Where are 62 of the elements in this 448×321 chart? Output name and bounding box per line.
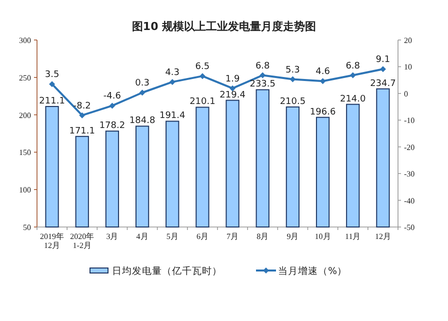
x-tick-label: 7月 [226,232,239,241]
y2-tick-label: 20 [404,36,412,45]
y2-tick-label: 10 [404,62,412,72]
point [139,90,146,96]
y-tick-label: 300 [19,36,31,45]
data-label: 3.5 [44,70,60,80]
y2-tick-label: -10 [404,116,415,126]
data-label: 191.4 [159,111,186,122]
data-label: 211.1 [39,96,65,106]
y-tick-label: 50 [23,223,31,232]
point [109,102,116,109]
data-label: 6.8 [346,61,360,72]
chart-title: 图10 规模以上工业发电量月度走势图 [132,20,316,33]
y-tick-label: 250 [19,73,31,82]
point [380,66,386,72]
point [350,72,356,78]
data-label: 214.0 [340,94,366,104]
data-label: 6.5 [195,62,210,72]
x-tick-label: 11月 [345,232,361,241]
data-label: 0.3 [135,78,150,89]
data-label: 233.5 [250,80,276,90]
y2-tick-label: -20 [404,142,415,152]
legend-label: 当月增速（%） [278,265,348,277]
data-label: 219.4 [220,90,246,100]
y2-tick-label: -40 [404,196,415,206]
point [79,112,86,118]
data-label: 234.7 [370,78,396,89]
x-tick-label: 5月 [166,232,178,241]
data-label: 178.2 [99,121,126,132]
x-tick-label: 4月 [136,232,148,241]
y2-tick-label: -30 [404,170,415,179]
y-tick-label: 150 [19,148,31,158]
data-label: 210.1 [190,97,216,108]
legend-label: 日均发电量（亿千瓦时） [112,265,222,277]
data-label: -8.2 [73,101,91,112]
x-tick-label: 12月 [374,232,391,241]
data-label: 1.9 [225,74,240,84]
y2-tick-label: -50 [404,223,415,232]
point [49,81,56,88]
data-label: 196.6 [310,107,336,118]
x-tick-label: 10月 [314,232,331,241]
y2-tick-label: 0 [404,89,408,98]
data-label: 4.3 [165,68,180,78]
point [260,72,266,78]
x-tick-label: 6月 [196,232,208,241]
x-tick-label: 3月 [106,232,118,241]
x-tick-label: 9月 [286,232,299,241]
data-label: 9.1 [376,55,390,66]
data-label: 6.8 [255,61,270,72]
x-tick-label: 2020年 1-2月 [70,232,94,250]
data-label: 210.5 [280,96,306,107]
x-tick-label: 8月 [256,232,269,241]
data-label: 5.3 [286,65,300,76]
data-label: 171.1 [69,126,96,136]
data-label: -4.6 [103,92,122,102]
point [199,73,206,80]
y-tick-label: 200 [19,110,31,120]
point [169,78,176,85]
x-tick-label: 2019年 12月 [40,232,64,250]
data-label: 184.8 [129,116,156,126]
y-tick-label: 100 [19,186,31,195]
data-label: 4.6 [316,67,330,78]
